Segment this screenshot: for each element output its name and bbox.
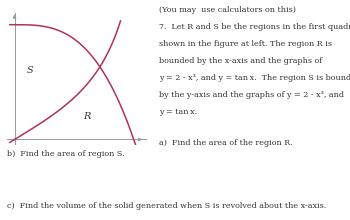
Text: c)  Find the volume of the solid generated when S is revolved about the x-axis.: c) Find the volume of the solid generate… xyxy=(7,202,326,210)
Text: b)  Find the area of region S.: b) Find the area of region S. xyxy=(7,150,125,158)
Text: 7.  Let R and S be the regions in the first quadrant: 7. Let R and S be the regions in the fir… xyxy=(159,23,350,31)
Text: S: S xyxy=(27,66,34,75)
Text: (You may  use calculators on this): (You may use calculators on this) xyxy=(159,6,296,13)
Text: a)  Find the area of the region R.: a) Find the area of the region R. xyxy=(159,139,293,147)
Text: bounded by the x-axis and the graphs of: bounded by the x-axis and the graphs of xyxy=(159,57,322,65)
Text: shown in the figure at left. The region R is: shown in the figure at left. The region … xyxy=(159,40,332,48)
Text: R: R xyxy=(83,112,90,121)
Text: by the y-axis and the graphs of y = 2 - x³, and: by the y-axis and the graphs of y = 2 - … xyxy=(159,91,344,99)
Text: y = 2 - x³, and y = tan x.  The region S is bounded: y = 2 - x³, and y = tan x. The region S … xyxy=(159,74,350,82)
Text: y = tan x.: y = tan x. xyxy=(159,108,197,116)
